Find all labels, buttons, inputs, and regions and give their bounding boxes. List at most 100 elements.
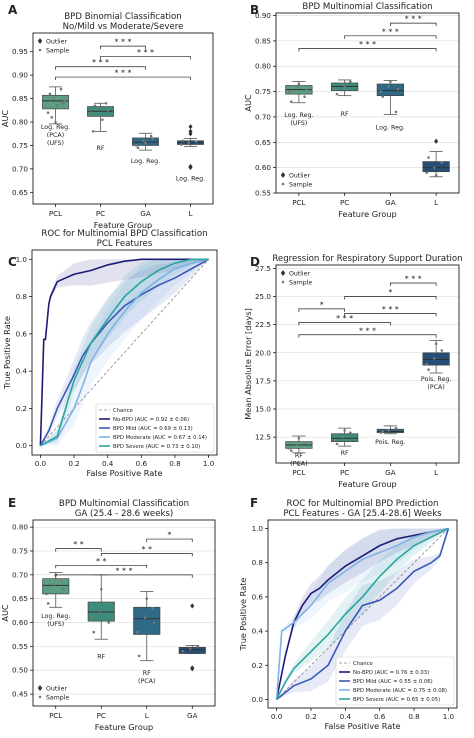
panel-label: F	[250, 496, 258, 510]
sample-point	[142, 139, 145, 143]
sample-point	[107, 621, 111, 624]
legend-outlier-label: Outlier	[289, 271, 310, 278]
legend-series-label: BPD Moderate (AUC = 0.75 ± 0.08)	[353, 688, 447, 694]
significance-label: * * *	[336, 314, 353, 323]
significance-label: * * *	[137, 48, 154, 57]
y-tick-label: 27.5	[255, 264, 271, 273]
sample-point	[381, 95, 385, 98]
legend-sample-marker	[281, 280, 285, 284]
sample-point	[151, 137, 155, 140]
y-axis-label: AUC	[0, 604, 10, 622]
significance-bracket	[298, 334, 437, 338]
significance-bracket	[344, 35, 437, 39]
model-annotation: (PCA)	[427, 384, 444, 391]
x-tick-label: 0.4	[340, 712, 352, 721]
legend-series-label: BPD Moderate (AUC = 0.67 ± 0.14)	[113, 435, 207, 441]
sample-point	[60, 578, 63, 581]
sample-point	[89, 111, 93, 114]
panel-a: 0.65 0.70 0.75 0.80 0.85 0.90 0.95 PCL PC GA L Feat…	[0, 3, 214, 230]
model-annotation: Log. Reg.	[284, 112, 313, 119]
legend-series-label: BPD Mild (AUC = 0.55 ± 0.06)	[353, 679, 433, 685]
y-tick-label: 0.65	[12, 188, 28, 197]
y-tick-label: 0.70	[12, 570, 28, 579]
y-tick-label: 0.60	[255, 163, 271, 172]
y-axis-label: AUC	[0, 110, 10, 128]
box-l	[422, 352, 450, 366]
y-tick-label: 17.5	[255, 376, 271, 385]
y-tick-label: 0.95	[12, 47, 28, 56]
sample-point	[394, 426, 398, 430]
model-annotation: Pois. Reg.	[375, 439, 405, 446]
significance-bracket	[298, 48, 437, 52]
x-tick-label: GA	[140, 209, 151, 218]
plot-frame	[32, 32, 214, 205]
plot-frame	[275, 264, 460, 464]
y-axis-label: True Positive Rate	[2, 316, 12, 390]
sample-point	[181, 139, 185, 143]
y-tick-label: 15.0	[255, 405, 271, 414]
x-tick-label: PC	[340, 198, 349, 207]
significance-label: * *	[73, 540, 84, 549]
panel-f: 0.0 0.2 0.4 0.6 0.8 1.0 0.0 0.2 0.4 0.6 0.8 1.0 Fals…	[238, 496, 458, 731]
chart-title: GA (25.4 - 28.6 weeks)	[75, 509, 174, 519]
sample-point	[381, 430, 385, 433]
sample-point	[97, 106, 100, 110]
x-axis-label: False Positive Rate	[86, 468, 162, 478]
x-tick-label: 1.0	[443, 712, 455, 721]
legend-sample-marker	[281, 182, 285, 186]
sample-point	[196, 645, 200, 648]
sample-point	[179, 143, 183, 146]
sample-point	[387, 429, 390, 432]
x-tick-label: 0.2	[68, 459, 79, 468]
sample-point	[440, 161, 444, 164]
sample-point	[91, 130, 95, 133]
y-tick-label: 0.55	[255, 189, 271, 198]
sample-point	[335, 442, 339, 446]
significance-bracket	[390, 22, 437, 27]
sample-point	[297, 436, 301, 440]
sample-point	[341, 435, 345, 439]
y-tick-label: 0.0	[16, 441, 28, 450]
plot-frame	[275, 12, 460, 194]
sample-point	[394, 110, 398, 114]
chart-title: BPD Binomial Classification	[64, 12, 181, 22]
sample-point	[295, 85, 299, 88]
legend-outlier-marker	[280, 270, 286, 276]
y-tick-label: 0.80	[255, 62, 271, 71]
significance-bracket	[100, 553, 193, 557]
outlier-point	[188, 164, 193, 171]
sample-point	[305, 87, 308, 91]
model-annotation: Log. Reg.	[376, 125, 405, 132]
sample-point	[427, 156, 430, 159]
legend-outlier-label: Outlier	[46, 39, 67, 46]
sample-point	[303, 441, 306, 445]
sample-point	[152, 621, 156, 624]
legend-sample-marker	[38, 48, 42, 52]
sample-point	[434, 173, 438, 177]
y-tick-label: 0.85	[12, 94, 28, 103]
legend-outlier-marker	[37, 685, 43, 691]
chart-title: No/Mild vs Moderate/Severe	[63, 22, 184, 32]
chart-title: BPD Multinomial Classification	[59, 499, 189, 509]
model-annotation: (UFS)	[47, 621, 64, 628]
significance-bracket	[55, 564, 148, 569]
panel-c: 0.0 0.2 0.4 0.6 0.8 1.0 0.0 0.2 0.4 0.6 0.8 1.0 Fals…	[2, 229, 218, 478]
sample-point	[341, 82, 345, 86]
y-tick-label: 0.50	[12, 666, 28, 675]
sample-point	[387, 85, 390, 88]
x-tick-label: 0.4	[102, 459, 114, 468]
sample-point	[45, 592, 48, 596]
x-axis-label: Feature Group	[95, 722, 153, 732]
legend-sample-label: Sample	[289, 182, 312, 189]
y-tick-label: 0.2	[252, 661, 263, 670]
y-tick-label: 0.65	[12, 594, 28, 603]
confidence-band	[276, 528, 449, 700]
sample-point	[181, 649, 185, 653]
significance-label: * * *	[405, 275, 422, 284]
sample-point	[136, 630, 139, 634]
sample-point	[90, 616, 94, 620]
significance-label: * * *	[114, 69, 131, 78]
sample-point	[289, 449, 293, 452]
y-tick-label: 0.70	[12, 164, 28, 173]
